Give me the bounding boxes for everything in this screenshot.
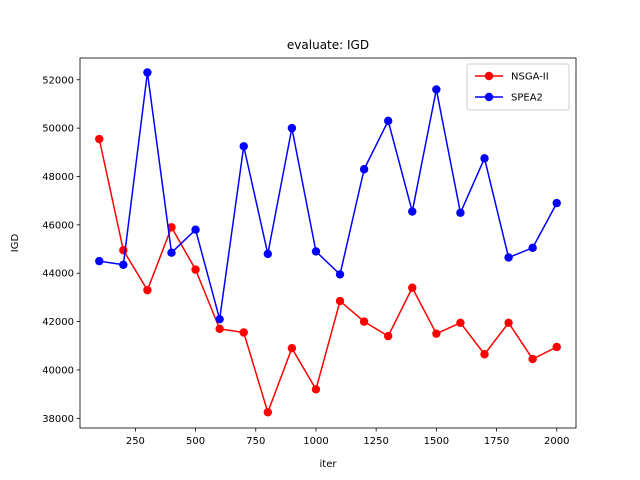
x-tick-label: 1250: [363, 436, 388, 447]
chart-title: evaluate: IGD: [287, 38, 369, 52]
point-nsga-ii: [359, 317, 369, 326]
point-spea2: [287, 123, 297, 133]
x-tick-label: 1000: [303, 436, 328, 447]
point-nsga-ii: [504, 318, 513, 328]
point-spea2: [143, 68, 152, 77]
series-line-spea2: [99, 71, 558, 320]
y-tick-label: 50000: [42, 124, 74, 135]
point-nsga-ii: [167, 223, 176, 232]
y-tick-label: 38000: [42, 414, 74, 425]
point-spea2: [359, 165, 369, 174]
point-spea2: [311, 247, 321, 256]
point-nsga-ii: [552, 342, 561, 352]
point-nsga-ii: [383, 331, 393, 341]
point-nsga-ii: [287, 343, 297, 353]
point-nsga-ii: [215, 324, 224, 334]
point-spea2: [119, 260, 128, 269]
series-line-nsga-ii: [98, 138, 558, 414]
y-tick-label: 40000: [42, 365, 74, 376]
point-spea2: [167, 248, 176, 257]
point-spea2: [215, 314, 224, 324]
y-tick-label: 44000: [42, 269, 74, 280]
x-tick-label: 500: [186, 436, 205, 447]
point-spea2: [239, 142, 248, 151]
point-spea2: [408, 207, 417, 216]
point-spea2: [528, 243, 537, 253]
x-tick-label: 750: [246, 436, 265, 447]
legend-marker-spea2: [484, 92, 494, 102]
point-nsga-ii: [432, 329, 441, 338]
y-axis: 38000 40000 42000 44000 46000 48000 50000 52000: [42, 75, 80, 425]
y-tick-label: 42000: [42, 317, 74, 328]
point-spea2: [456, 208, 465, 217]
x-axis: 250 500 750 1000 1250 1500 1750 2000: [126, 428, 569, 447]
legend: NSGA-II SPEA2: [466, 63, 570, 111]
x-tick-label: 1750: [484, 436, 509, 447]
x-tick-label: 2000: [544, 436, 569, 447]
point-nsga-ii: [191, 265, 200, 274]
point-nsga-ii: [408, 283, 417, 292]
point-nsga-ii: [263, 408, 273, 417]
point-nsga-ii: [335, 296, 345, 306]
point-spea2: [95, 256, 104, 266]
x-tick-label: 1500: [424, 436, 449, 447]
point-nsga-ii: [143, 285, 152, 295]
point-spea2: [552, 198, 561, 208]
point-nsga-ii: [528, 354, 537, 364]
point-spea2: [335, 270, 345, 279]
series-layer: [95, 68, 561, 417]
point-spea2: [504, 253, 513, 262]
y-axis-label: IGD: [10, 234, 21, 253]
plot-area: [80, 58, 576, 428]
point-spea2: [480, 154, 489, 163]
legend-label-spea2: SPEA2: [511, 93, 543, 104]
legend-label-nsga-ii: NSGA-II: [511, 72, 549, 83]
point-nsga-ii: [480, 350, 489, 359]
y-tick-label: 52000: [42, 75, 74, 86]
point-spea2: [191, 225, 200, 234]
point-nsga-ii: [311, 385, 321, 394]
point-spea2: [263, 249, 273, 259]
x-axis-label: iter: [320, 459, 338, 470]
point-spea2: [432, 85, 441, 94]
x-tick-label: 250: [126, 436, 145, 447]
plot-background: [80, 58, 576, 428]
legend-marker-nsga-ii: [484, 71, 494, 81]
y-tick-label: 46000: [42, 220, 74, 231]
point-nsga-ii: [239, 328, 248, 337]
y-tick-label: 48000: [42, 172, 74, 183]
point-nsga-ii: [456, 318, 465, 328]
point-spea2: [383, 116, 393, 126]
plot-frame: [79, 57, 577, 429]
point-nsga-ii: [95, 134, 104, 144]
